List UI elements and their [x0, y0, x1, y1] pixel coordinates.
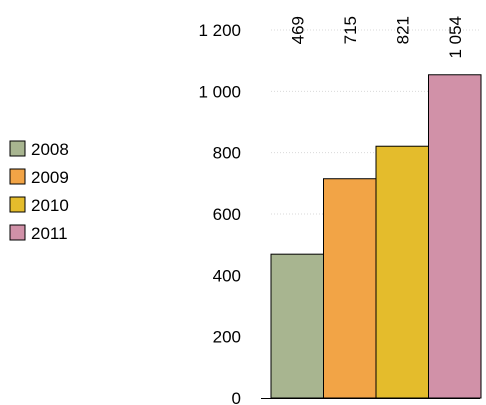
y-tick-label: 0 — [232, 389, 241, 405]
legend-label-2009: 2009 — [31, 168, 69, 187]
legend-label-2010: 2010 — [31, 196, 69, 215]
legend-swatch-2011 — [9, 224, 26, 241]
y-tick-label: 200 — [213, 328, 241, 347]
bar-2009 — [323, 178, 377, 399]
bar-2008 — [270, 253, 324, 399]
bar-2010 — [375, 145, 429, 399]
legend: 2008 2009 2010 2011 — [9, 140, 69, 243]
legend-label-2008: 2008 — [31, 140, 69, 159]
y-tick-label: 800 — [213, 144, 241, 163]
data-label-2010: 821 — [393, 16, 412, 44]
y-tick-label: 1 200 — [198, 21, 241, 40]
data-label-2011: 1 054 — [446, 16, 465, 59]
y-tick-label: 1 000 — [198, 82, 241, 101]
legend-swatch-2010 — [9, 196, 26, 213]
bar-2011 — [428, 74, 482, 399]
bars — [270, 74, 482, 399]
y-tick-label: 600 — [213, 205, 241, 224]
legend-label-2011: 2011 — [31, 224, 68, 243]
legend-swatch-2008 — [9, 140, 26, 157]
y-tick-label: 400 — [213, 266, 241, 285]
legend-swatch-2009 — [9, 168, 26, 185]
data-label-2009: 715 — [341, 16, 360, 44]
data-labels: 469 715 821 1 054 — [288, 16, 465, 59]
data-label-2008: 469 — [288, 16, 307, 44]
